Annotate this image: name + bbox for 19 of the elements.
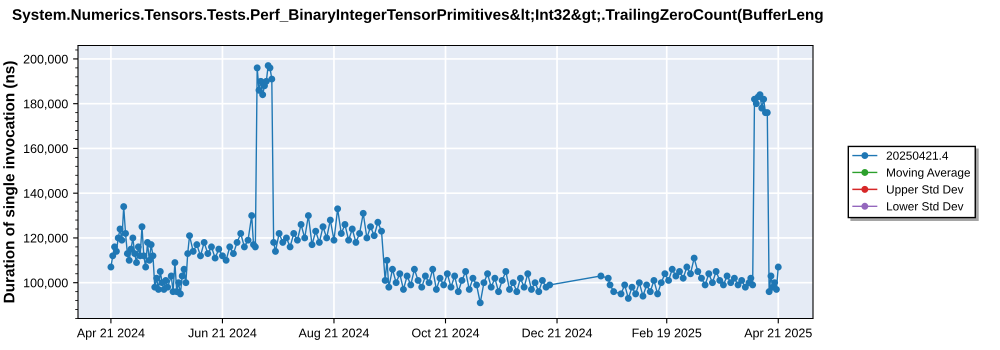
x-tick-label: Dec 21 2024	[522, 328, 592, 338]
chart-title: System.Numerics.Tensors.Tests.Perf_BinaryIntegerTensorPrimitives&lt;Int32&gt;.TrailingZeroCount(BufferLeng	[12, 8, 823, 24]
x-tick-label: Feb 19 2025	[632, 328, 702, 338]
x-tick-label: Apr 21 2024	[76, 328, 145, 340]
legend-label: 20250421.4	[886, 151, 948, 160]
legend-label: Lower Std Dev	[887, 202, 964, 211]
x-tick-label: Apr 21 2025	[744, 328, 812, 340]
x-tick-label: Aug 21 2024	[298, 328, 370, 340]
y-axis-title: Duration of single invocation (ns)	[3, 61, 18, 302]
y-tick-label: 100,000	[24, 278, 68, 289]
x-tick-label: Oct 21 2024	[412, 328, 480, 338]
y-tick-label: 180,000	[24, 99, 68, 110]
legend-label: Upper Std Dev	[886, 184, 964, 196]
legend-label: Moving Average	[887, 168, 970, 180]
x-tick-label: Jun 21 2024	[188, 328, 256, 338]
y-tick-label: 140,000	[24, 188, 68, 200]
y-tick-label: 160,000	[24, 144, 68, 155]
y-tick-label: 200,000	[24, 54, 68, 66]
y-tick-label: 120,000	[24, 234, 68, 244]
